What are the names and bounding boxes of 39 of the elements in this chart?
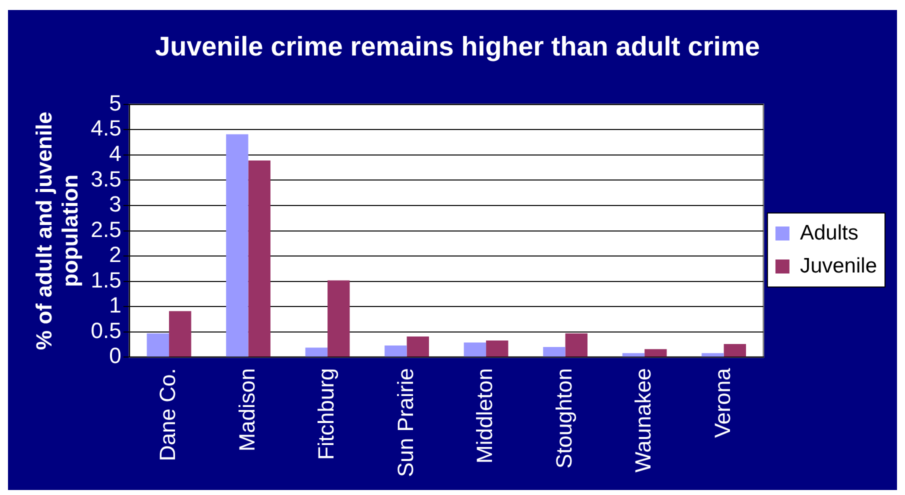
y-tick-label: 3	[109, 192, 122, 217]
chart-title: Juvenile crime remains higher than adult crime	[155, 32, 760, 62]
x-tick-label: Sun Prairie	[392, 368, 418, 478]
x-tick-label: Verona	[710, 367, 735, 438]
bar	[169, 311, 192, 357]
bar	[486, 340, 508, 357]
y-tick-label: 0.5	[90, 318, 122, 343]
y-tick-label: 3.5	[90, 166, 122, 192]
x-tick-label: Middleton	[472, 368, 498, 464]
y-tick-label: 4.5	[90, 116, 122, 141]
y-tick-label: 1	[109, 292, 122, 318]
x-tick-label: Madison	[234, 368, 260, 452]
bar	[464, 342, 486, 357]
y-tick-label: 2.5	[90, 216, 122, 242]
bar	[565, 333, 588, 357]
bar	[146, 333, 170, 357]
x-tick-label: Waunakee	[630, 368, 656, 473]
y-tick-label: 0	[109, 343, 122, 368]
bar	[305, 348, 328, 357]
bar	[384, 346, 407, 357]
bar	[702, 353, 724, 357]
y-tick-label: 1.5	[90, 267, 122, 292]
x-tick-label: Dane Co.	[155, 368, 180, 462]
bar	[406, 336, 429, 357]
y-axis-title: % of adult and juvenile population	[31, 112, 83, 350]
bar	[724, 344, 746, 357]
y-tick-label: 5	[109, 90, 122, 116]
bar	[622, 353, 645, 357]
x-tick-label: Fitchburg	[314, 368, 339, 460]
bar	[248, 160, 270, 357]
bar	[328, 280, 350, 357]
y-tick-label: 2	[109, 242, 122, 268]
bar	[226, 134, 248, 357]
legend-label: Juvenile	[800, 254, 878, 278]
y-tick-label: 4	[109, 141, 122, 166]
bar	[644, 349, 667, 357]
x-tick-label: Stoughton	[551, 368, 576, 468]
legend-label: Adults	[800, 221, 858, 244]
bar	[543, 347, 566, 357]
